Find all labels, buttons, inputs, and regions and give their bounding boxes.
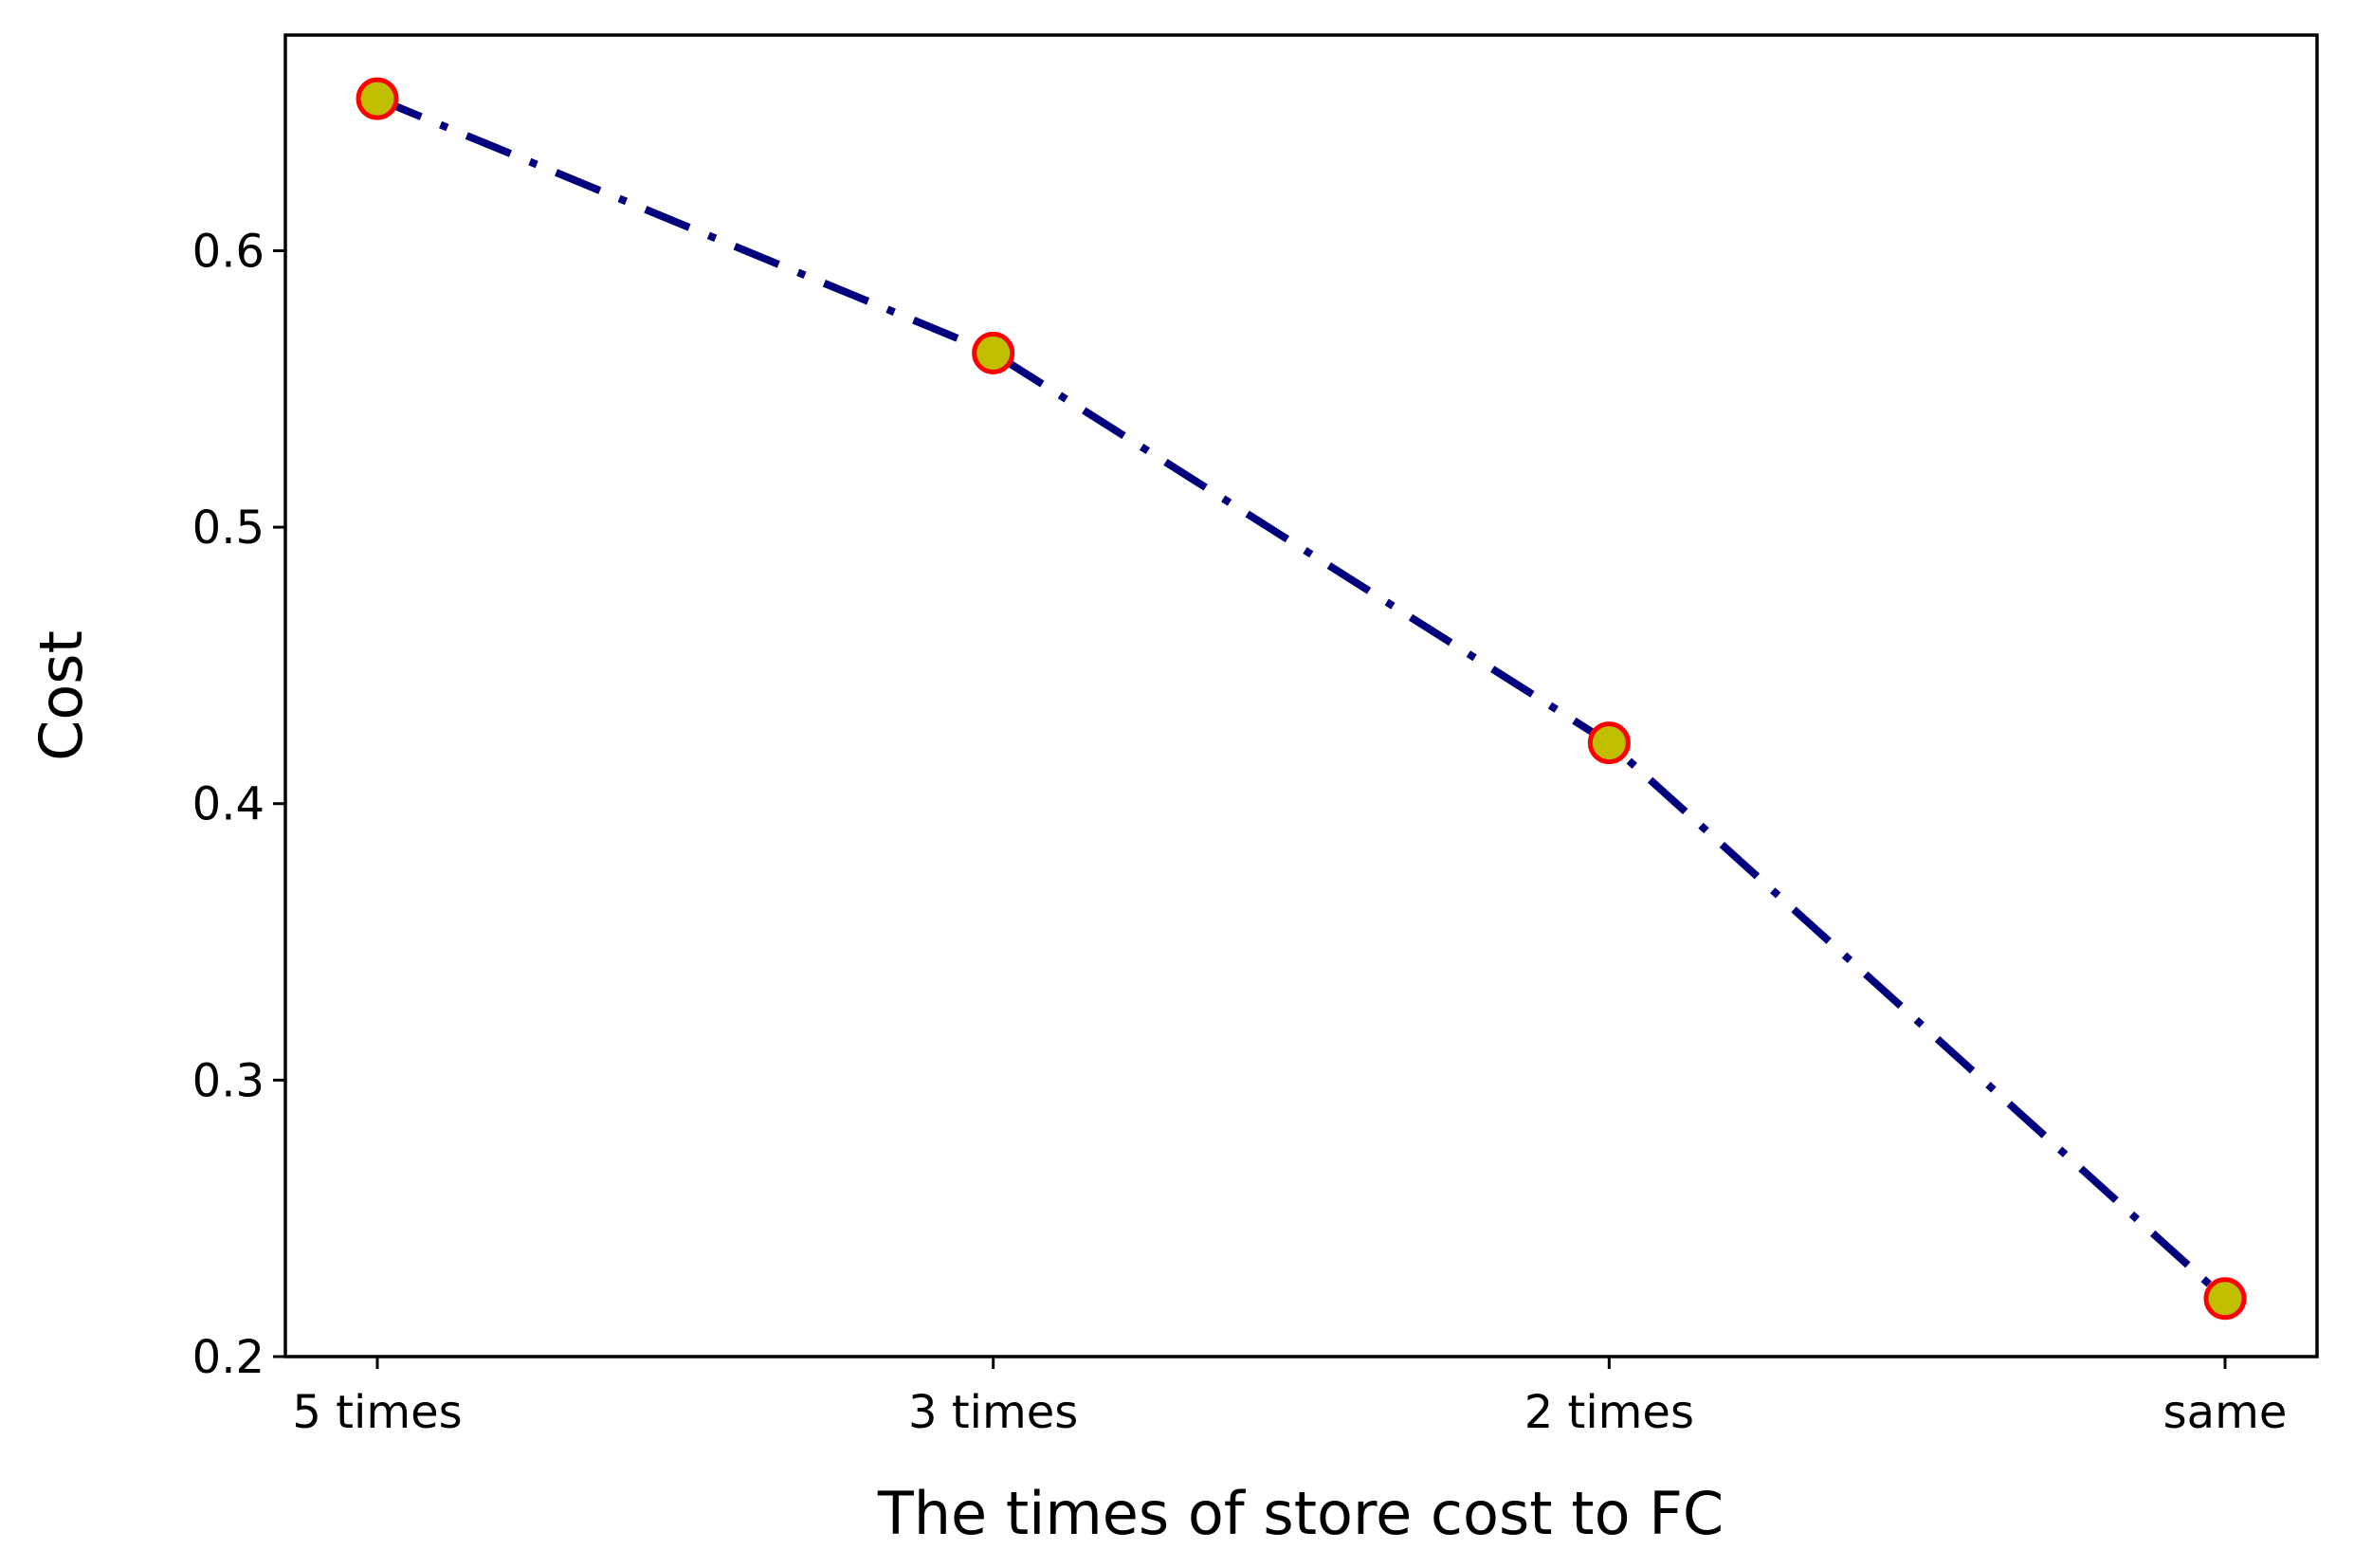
x-axis-ticks: 5 times 3 times 2 times same [292, 1357, 2287, 1439]
y-tick-label: 0.5 [192, 501, 265, 555]
x-tick-label: same [2163, 1386, 2288, 1439]
plot-frame [283, 33, 2319, 1358]
series-line [375, 95, 2228, 1302]
y-tick-label: 0.4 [192, 778, 265, 831]
x-tick-label: 3 times [908, 1386, 1078, 1439]
data-point [356, 77, 399, 120]
y-tick-label: 0.6 [192, 225, 265, 278]
data-point [2203, 1277, 2247, 1321]
y-axis-label: Cost [27, 630, 96, 761]
x-tick-label: 2 times [1524, 1386, 1694, 1439]
y-tick-label: 0.3 [192, 1054, 265, 1107]
data-point [972, 331, 1015, 374]
series-group [356, 77, 2247, 1321]
y-axis-ticks: 0.2 0.3 0.4 0.5 0.6 [192, 225, 285, 1384]
x-axis-label: The times of store cost to FC [877, 1479, 1724, 1548]
y-tick-label: 0.2 [192, 1331, 265, 1384]
data-point [1587, 721, 1631, 765]
x-tick-label: 5 times [292, 1386, 462, 1439]
